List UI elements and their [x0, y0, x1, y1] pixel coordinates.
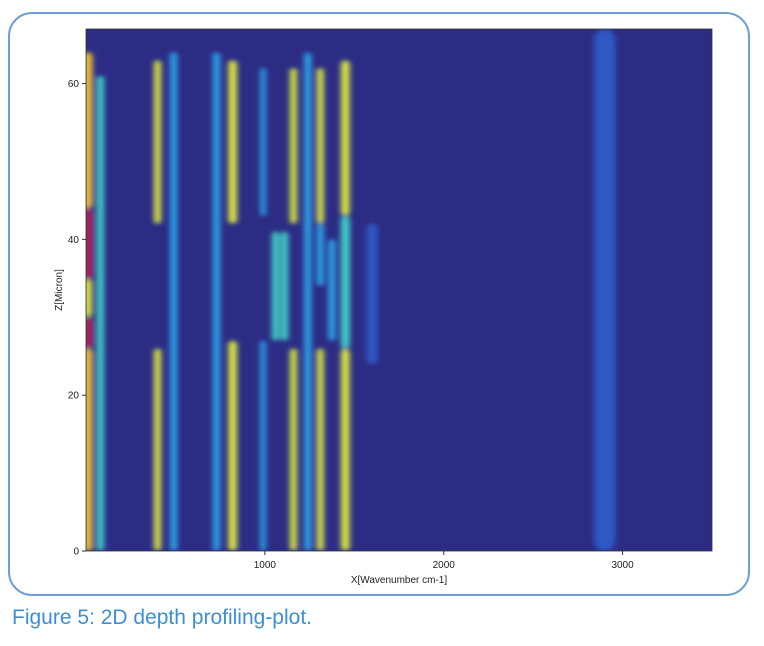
x-tick-label: 1000	[254, 560, 277, 571]
spectral-band-490	[170, 52, 178, 551]
band-core	[86, 280, 90, 316]
x-tick-label: 3000	[611, 560, 634, 571]
band-segment	[328, 239, 336, 341]
band-core	[291, 69, 296, 222]
band-core	[318, 69, 322, 222]
plot-background	[86, 29, 712, 551]
plot-border	[85, 28, 713, 552]
band-segment	[260, 340, 266, 551]
spectral-band-2900	[593, 29, 616, 551]
depth-profile-heatmap: 1000 2000 3000 0 20 40 60 X[Wavenumber cm-1] Z…	[54, 28, 713, 586]
y-tick-label: 0	[73, 547, 79, 558]
band-core	[86, 54, 90, 207]
spectral-band-990	[260, 67, 266, 551]
y-tick-label: 20	[68, 391, 80, 402]
y-tick-label: 40	[68, 235, 80, 246]
spectral-band-820	[228, 60, 238, 551]
spectral-band-1310	[316, 67, 324, 551]
spectral-band-80	[96, 75, 104, 551]
spectral-band-1110	[280, 231, 289, 341]
band-core	[318, 350, 322, 549]
y-tick-label: 60	[68, 79, 80, 90]
band-segment	[316, 223, 324, 287]
figure-caption: Figure 5: 2D depth profiling-plot.	[12, 606, 312, 629]
band-segment	[96, 75, 104, 551]
band-core	[155, 62, 160, 222]
x-axis-label: X[Wavenumber cm-1]	[351, 575, 448, 586]
spectral-band-1450	[340, 60, 350, 551]
band-segment	[260, 67, 266, 216]
band-core	[86, 210, 90, 277]
spectral-band-1240	[304, 52, 312, 551]
spectral-band-1160	[289, 67, 298, 551]
band-core	[343, 62, 348, 214]
band-core	[291, 350, 296, 549]
band-segment	[272, 231, 280, 341]
band-segment	[304, 52, 312, 551]
band-segment	[593, 29, 616, 551]
band-segment	[212, 52, 221, 551]
band-core	[86, 319, 90, 347]
spectral-band-1600	[366, 223, 378, 365]
band-core	[230, 62, 235, 222]
y-axis-label: Z[Micron]	[54, 269, 65, 311]
band-segment	[366, 223, 378, 365]
spectral-band-1375	[328, 239, 336, 341]
band-core	[155, 350, 160, 549]
band-core	[230, 342, 235, 549]
x-tick-label: 2000	[433, 560, 456, 571]
band-core	[86, 350, 90, 549]
spectral-band-400	[153, 60, 162, 551]
band-segment	[280, 231, 289, 341]
band-segment	[170, 52, 178, 551]
band-segment	[340, 215, 350, 349]
band-core	[343, 350, 348, 549]
spectral-band-1060	[272, 231, 280, 341]
spectral-band-10	[86, 52, 93, 551]
spectral-band-730	[212, 52, 221, 551]
